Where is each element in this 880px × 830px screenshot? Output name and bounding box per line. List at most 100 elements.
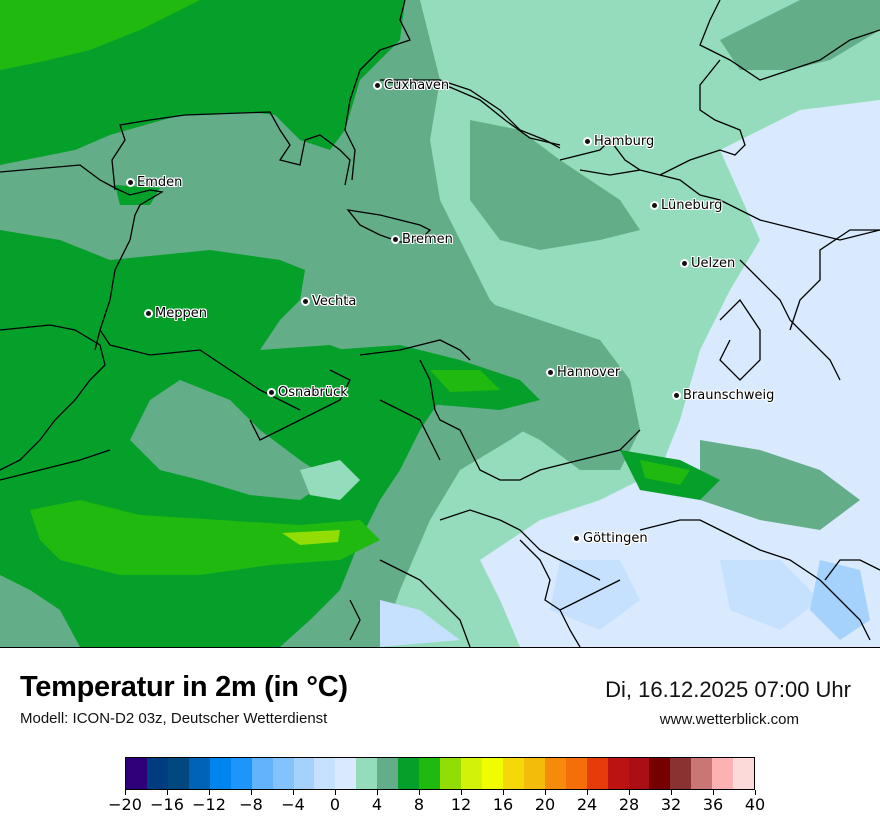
city-marker-icon <box>682 260 687 266</box>
colorbar-bin <box>126 758 147 789</box>
city-emden: Emden <box>128 174 182 190</box>
colorbar-tick-mark <box>628 790 630 795</box>
colorbar-tick-label: 28 <box>618 795 640 814</box>
colorbar-tick-label: −16 <box>150 795 184 814</box>
colorbar-bin <box>377 758 399 789</box>
colorbar-bin <box>209 758 231 789</box>
colorbar-bin <box>335 758 357 789</box>
colorbar-tick-mark <box>544 790 546 795</box>
city-bremen: Bremen <box>393 231 453 247</box>
colorbar-bin <box>502 758 524 789</box>
city-marker-icon <box>674 392 679 398</box>
colorbar-bin <box>251 758 273 789</box>
colorbar-tick-label: 20 <box>534 795 556 814</box>
colorbar-bin <box>586 758 608 789</box>
colorbar-bin <box>649 758 671 789</box>
colorbar-bin <box>314 758 336 789</box>
city-marker-icon <box>585 138 590 144</box>
city-cuxhaven: Cuxhaven <box>375 77 449 93</box>
colorbar-bin <box>481 758 503 789</box>
colorbar-tick-mark <box>460 790 462 795</box>
colorbar-bin <box>293 758 315 789</box>
city-name: Uelzen <box>691 255 736 271</box>
city-marker-icon <box>375 82 380 88</box>
city-vechta: Vechta <box>303 293 356 309</box>
colorbar-bin <box>607 758 629 789</box>
colorbar-bin <box>230 758 252 789</box>
colorbar-tick-label: 40 <box>744 795 766 814</box>
colorbar-tick-label: −8 <box>239 795 263 814</box>
colorbar-bin <box>544 758 566 789</box>
colorbar-tick-mark <box>502 790 504 795</box>
colorbar-tick-label: 12 <box>450 795 472 814</box>
temperature-field <box>0 0 880 647</box>
colorbar-bin <box>146 758 168 789</box>
colorbar-bin <box>398 758 420 789</box>
colorbar-bin <box>712 758 734 789</box>
colorbar-bin <box>419 758 441 789</box>
colorbar-bin <box>356 758 378 789</box>
city-hamburg: Hamburg <box>585 133 654 149</box>
colorbar-tick-mark <box>586 790 588 795</box>
colorbar-bin <box>670 758 692 789</box>
temperature-map: Cuxhaven Hamburg Emden Lüneburg Bremen U… <box>0 0 880 648</box>
city-name: Emden <box>137 174 183 190</box>
temperature-colorbar <box>125 757 755 790</box>
colorbar-bin <box>565 758 587 789</box>
colorbar-bin <box>461 758 482 789</box>
colorbar-tick-label: −4 <box>281 795 305 814</box>
colorbar-tick-label: 16 <box>492 795 514 814</box>
colorbar-tick-label: 0 <box>329 795 341 814</box>
colorbar-tick-label: 32 <box>660 795 682 814</box>
colorbar-tick-label: 36 <box>702 795 724 814</box>
city-goettingen: Göttingen <box>574 530 648 546</box>
city-marker-icon <box>303 298 308 304</box>
city-braunschweig: Braunschweig <box>674 387 774 403</box>
colorbar-tick-mark <box>124 790 126 795</box>
colorbar-tick-mark <box>376 790 378 795</box>
colorbar-bin <box>272 758 294 789</box>
map-title: Temperatur in 2m (in °C) <box>20 671 348 703</box>
city-name: Cuxhaven <box>384 77 450 93</box>
colorbar-bin <box>733 758 755 789</box>
colorbar-ticks: −20 −16 −12 −8 −4 0 4 8 12 16 20 24 28 32 36 40 <box>108 790 765 820</box>
city-name: Vechta <box>312 293 357 309</box>
city-name: Göttingen <box>583 530 648 546</box>
city-name: Bremen <box>402 231 453 247</box>
colorbar-tick-label: −20 <box>108 795 142 814</box>
city-name: Hannover <box>557 364 621 380</box>
colorbar-tick-mark <box>334 790 336 795</box>
city-name: Hamburg <box>594 133 655 149</box>
city-lueneburg: Lüneburg <box>652 197 722 213</box>
website-credit: www.wetterblick.com <box>659 711 799 728</box>
colorbar-bin <box>523 758 545 789</box>
valid-datetime: Di, 16.12.2025 07:00 Uhr <box>605 677 851 702</box>
city-osnabrueck: Osnabrück <box>269 384 348 400</box>
colorbar-bin <box>628 758 650 789</box>
colorbar-tick-label: 8 <box>413 795 425 814</box>
colorbar-bin <box>440 758 461 789</box>
colorbar-tick-mark <box>712 790 714 795</box>
colorbar-bin <box>188 758 210 789</box>
model-source: Modell: ICON-D2 03z, Deutscher Wetterdie… <box>20 710 328 727</box>
city-marker-icon <box>269 389 274 395</box>
city-marker-icon <box>574 535 579 541</box>
city-name: Lüneburg <box>661 197 723 213</box>
city-uelzen: Uelzen <box>682 255 735 271</box>
colorbar-bin <box>167 758 189 789</box>
colorbar-tick-mark <box>670 790 672 795</box>
colorbar-tick-mark <box>166 790 168 795</box>
city-meppen: Meppen <box>146 305 207 321</box>
colorbar-bin <box>691 758 713 789</box>
colorbar-tick-mark <box>754 790 756 795</box>
city-marker-icon <box>652 202 657 208</box>
city-hannover: Hannover <box>548 364 620 380</box>
colorbar-tick-mark <box>418 790 420 795</box>
colorbar-tick-mark <box>292 790 294 795</box>
city-name: Meppen <box>155 305 207 321</box>
city-marker-icon <box>146 310 151 316</box>
colorbar-tick-mark <box>250 790 252 795</box>
city-name: Osnabrück <box>278 384 348 400</box>
city-marker-icon <box>128 179 133 185</box>
city-marker-icon <box>548 369 553 375</box>
